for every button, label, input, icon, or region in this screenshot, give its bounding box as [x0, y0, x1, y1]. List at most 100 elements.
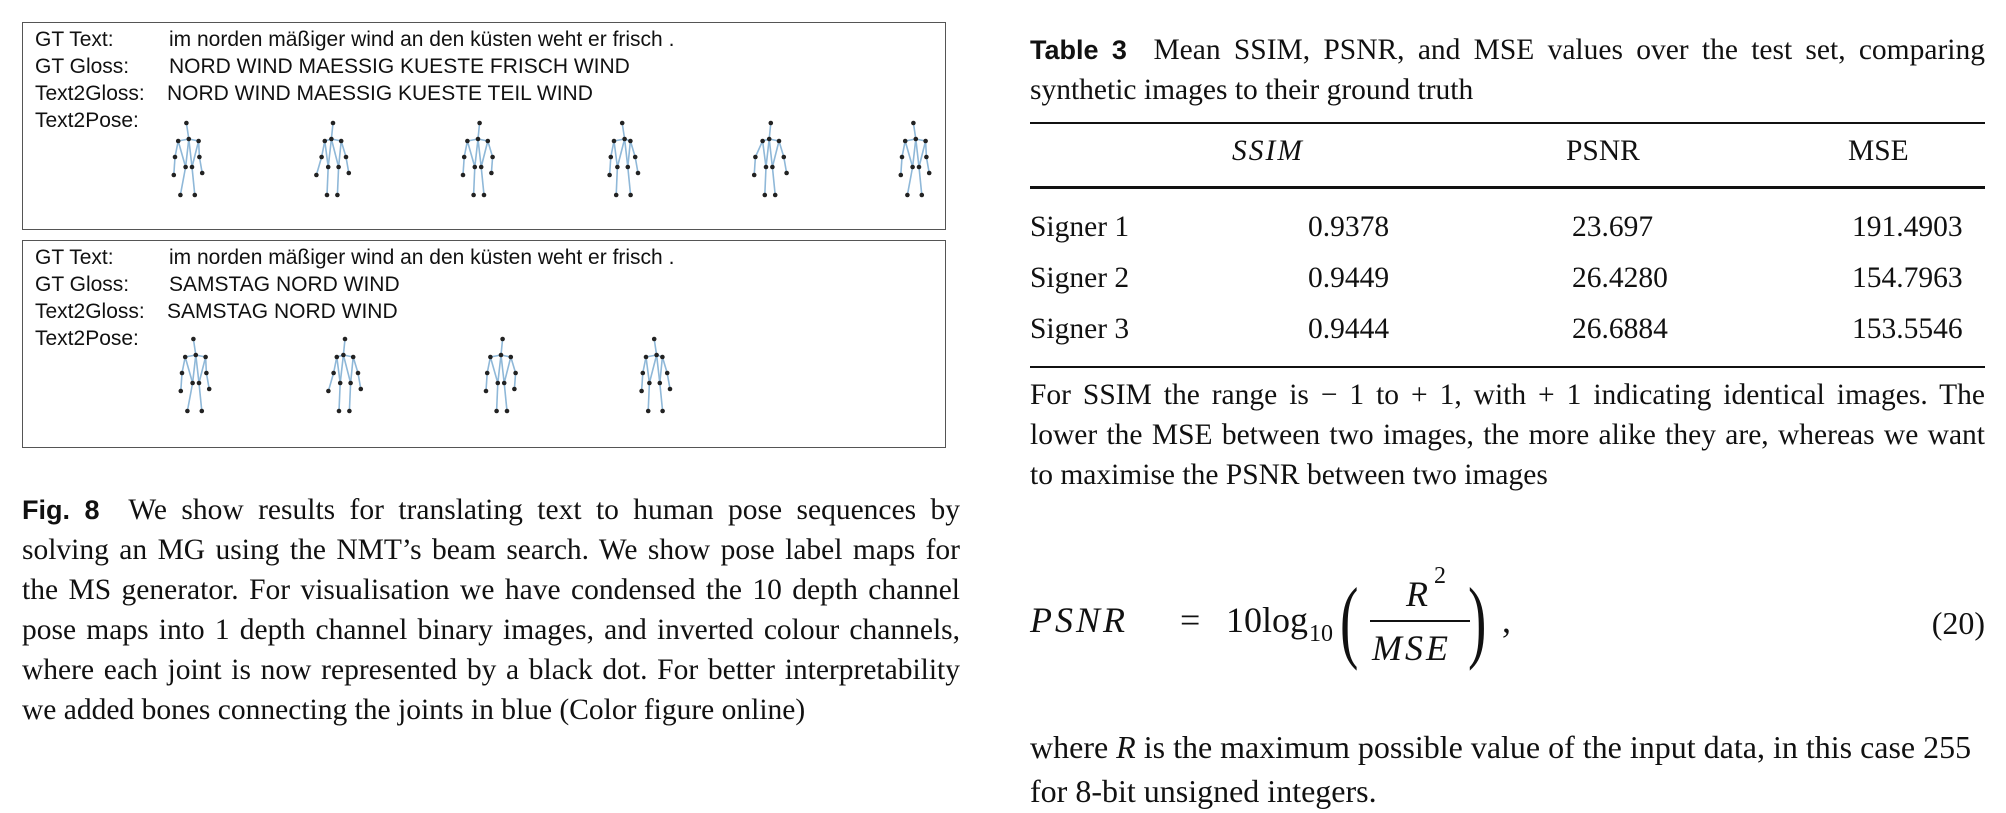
pose-bone [188, 138, 193, 168]
pose-bone [327, 138, 333, 168]
pose-joint [322, 138, 328, 144]
pose-bone [180, 372, 183, 392]
pose-bone [510, 356, 517, 374]
pose-joint [481, 192, 487, 198]
figure-panel-2: GT Text: im norden mäßiger wind an den k… [22, 240, 946, 448]
pose-bone [336, 356, 341, 384]
pose-bone [179, 166, 187, 196]
pose-joint [196, 138, 201, 144]
pose-joint [660, 408, 665, 414]
table-header-mse: MSE [1848, 135, 1909, 167]
pose-joint [651, 336, 657, 342]
pose-joint [193, 352, 199, 358]
pose-joint [488, 354, 493, 360]
pose-bone [768, 122, 772, 140]
pose-bone [198, 382, 203, 412]
pose-bone [185, 122, 190, 140]
pose-joint [608, 154, 614, 160]
pose-bone [764, 166, 767, 196]
pose-joint [185, 408, 190, 414]
pose-bone [495, 382, 499, 412]
pose-bone [174, 140, 179, 158]
pose-bone [653, 338, 658, 356]
pose-bone [315, 156, 323, 176]
pose-bone [627, 140, 632, 168]
pose-bone [900, 156, 903, 176]
pose-sequence-2 [178, 336, 673, 414]
pose-bone [497, 354, 502, 384]
pose-joint [647, 380, 652, 386]
pose-skeleton [326, 336, 364, 414]
pose-bone [195, 354, 200, 384]
table-cell-psnr: 26.4280 [1572, 262, 1668, 294]
pose-joint [902, 138, 908, 144]
eq-equals: = [1180, 600, 1201, 640]
pose-joint [334, 354, 340, 360]
pose-bone [198, 156, 203, 174]
pose-bone [177, 140, 187, 168]
pose-bone [765, 138, 770, 168]
pose-bone [342, 338, 346, 356]
pose-joint [346, 170, 352, 176]
pose-joint [319, 154, 324, 160]
pose-joint [504, 408, 510, 414]
pose-joint [471, 192, 476, 198]
pose-joint [926, 170, 932, 176]
pose-joint [500, 336, 505, 342]
pose-bone [615, 166, 619, 196]
pose-joint [772, 192, 778, 198]
pose-bone [771, 166, 776, 196]
table-cell-mse: 191.4903 [1852, 211, 1963, 243]
pose-bone [659, 382, 664, 412]
equation-number: (20) [1931, 605, 1985, 641]
pose-bone [648, 354, 658, 384]
pose-bone [906, 166, 914, 196]
table-cell-mse: 154.7963 [1852, 262, 1963, 294]
pose-joint [325, 164, 331, 170]
pose-joint [512, 386, 517, 392]
pose-joint [640, 370, 646, 376]
table-cell-signer: Signer 2 [1030, 262, 1130, 294]
pose-joint [899, 154, 905, 160]
pose-bone [466, 140, 476, 168]
pose-joint [314, 172, 319, 178]
pose-joint [664, 370, 670, 376]
pose-joint [324, 192, 330, 198]
pose-bone [198, 356, 207, 384]
pose-joint [905, 192, 910, 198]
pose-bone [191, 354, 197, 384]
eq-variable-r: R [1116, 729, 1136, 765]
pose-bone [661, 356, 668, 374]
pose-joint [461, 154, 467, 160]
pose-joint [660, 354, 665, 360]
pose-joint [643, 354, 649, 360]
pose-joint [203, 354, 208, 360]
pose-bone [487, 140, 494, 158]
pose-joint [923, 138, 928, 144]
pose-joint [657, 380, 663, 386]
pose-joint [336, 164, 341, 170]
eq-fraction-bar [1370, 620, 1470, 622]
pose-bone [901, 140, 906, 158]
pose-joint [197, 154, 202, 160]
eq-denominator: MSE [1372, 628, 1451, 668]
pose-sequence-1 [171, 120, 932, 198]
pose-bone [915, 138, 920, 168]
pose-bone [462, 156, 465, 176]
pose-skeleton [460, 120, 495, 198]
pose-joint [183, 164, 188, 170]
pose-joint [501, 380, 507, 386]
table-caption: Table 3 Mean SSIM, PSNR, and MSE values … [1030, 30, 1985, 110]
pose-bone [613, 140, 619, 168]
pose-skeleton [314, 120, 352, 198]
table-cell-signer: Signer 1 [1030, 211, 1130, 243]
pose-joint [329, 136, 334, 142]
pose-skeleton [607, 120, 641, 198]
pose-bone [336, 166, 340, 196]
eq-left-paren: ( [1340, 569, 1359, 671]
pose-joint [776, 138, 782, 144]
pose-skeleton [178, 336, 212, 414]
pose-joint [326, 388, 331, 394]
pose-joint [625, 164, 631, 170]
pose-bone [486, 356, 492, 374]
